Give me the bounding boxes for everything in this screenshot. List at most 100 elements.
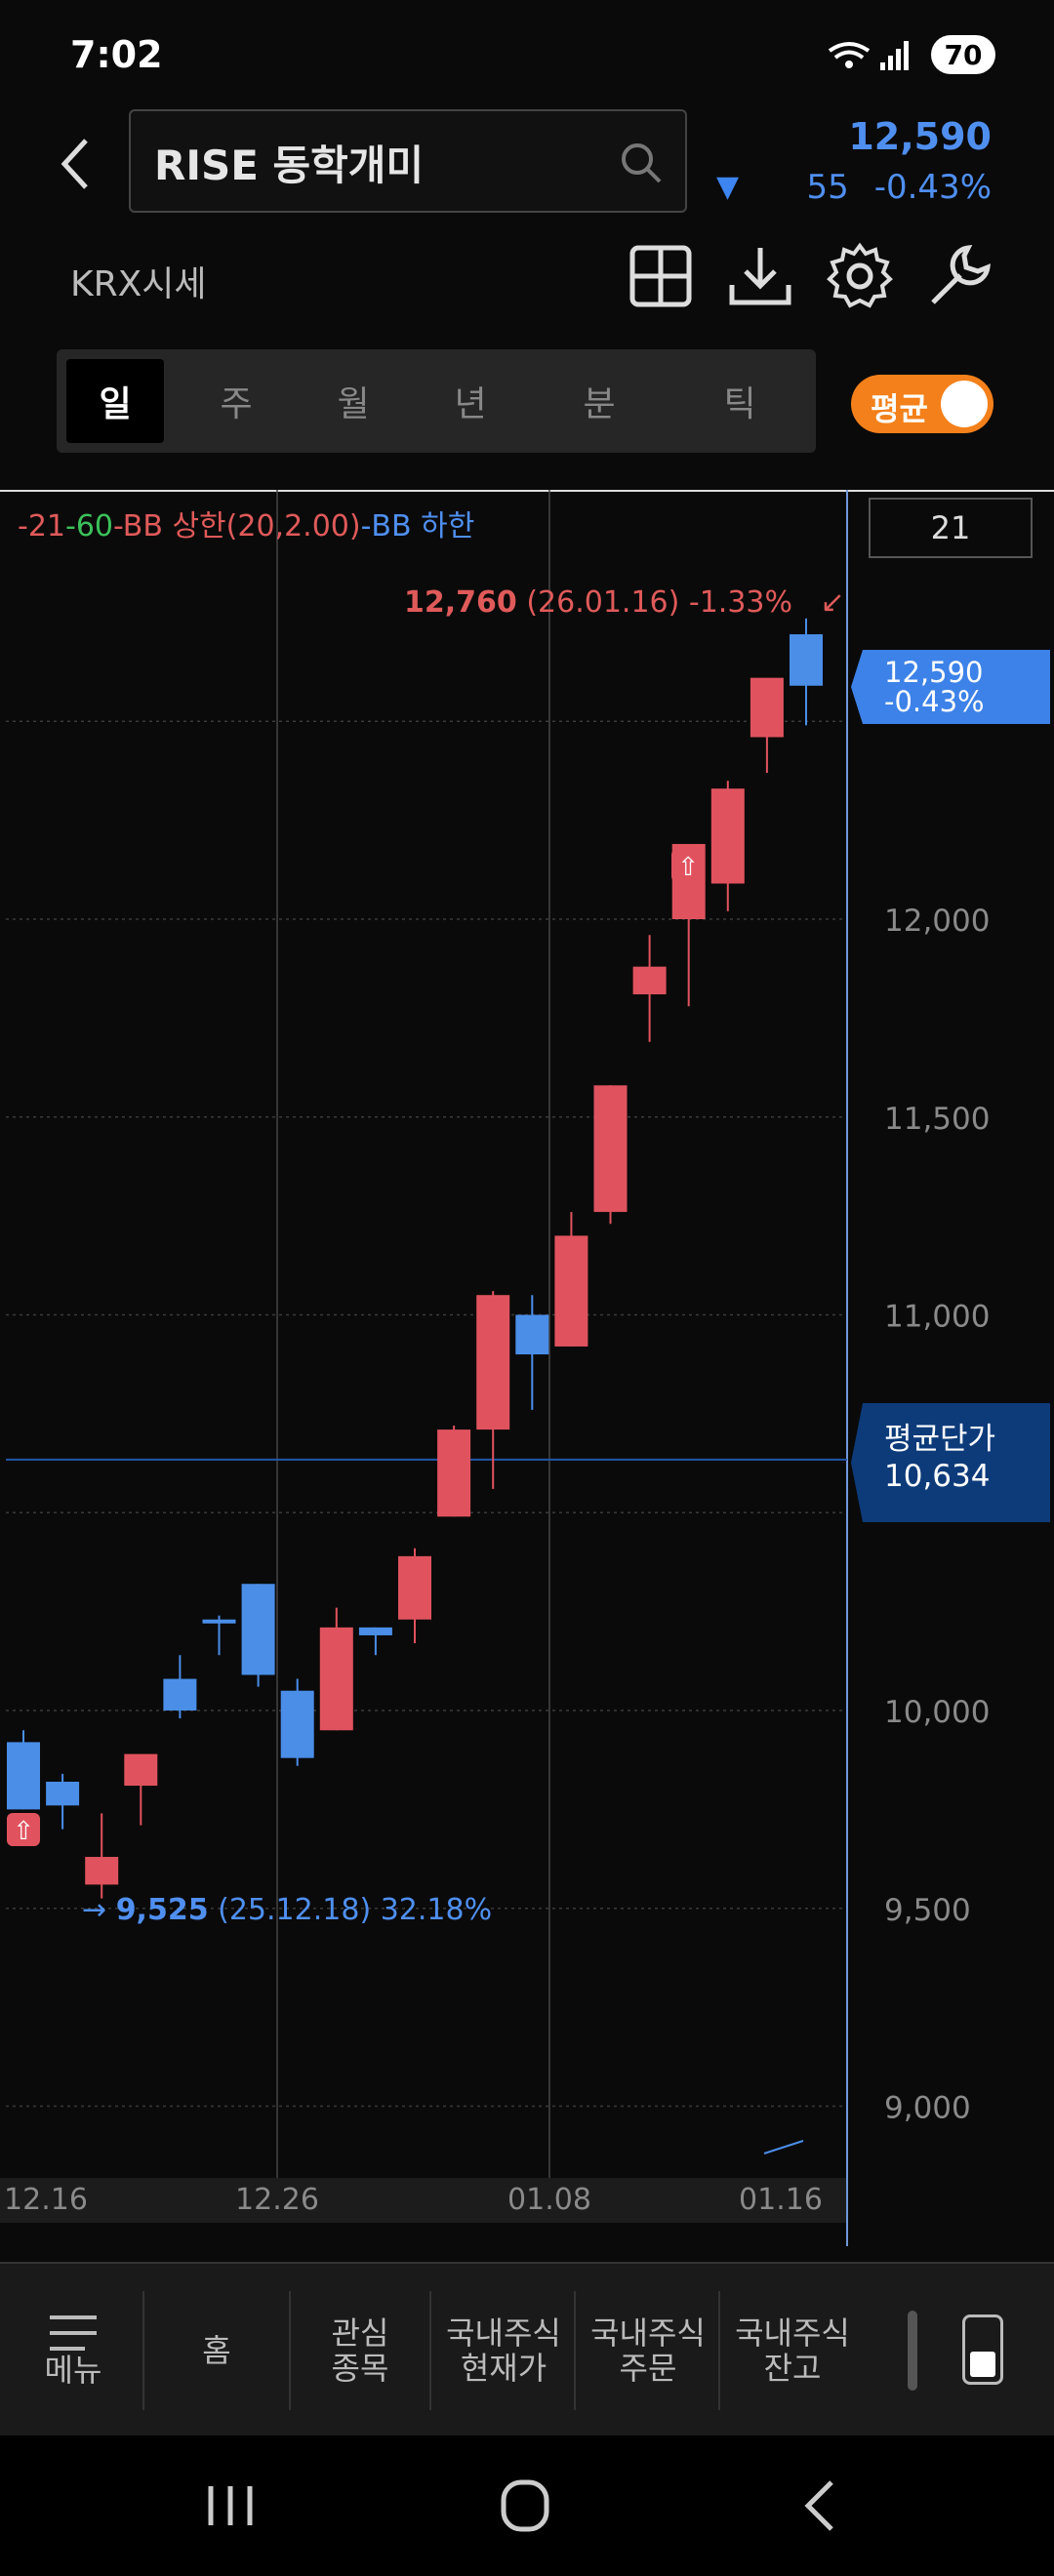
low-value: 9,525 bbox=[115, 1893, 209, 1927]
candlestick-chart[interactable]: 12,000 11,500 11,000 10,000 9,500 9,000 12.16 1… bbox=[0, 490, 1054, 2256]
buy-signal-badge-arrow: ⇧ bbox=[677, 853, 699, 882]
nav-domestic-quote[interactable]: 국내주식 현재가 bbox=[446, 2314, 561, 2387]
candle-body bbox=[7, 1742, 40, 1810]
candle-body bbox=[163, 1678, 197, 1711]
candle-body bbox=[554, 1235, 588, 1347]
tab-year[interactable]: 년 bbox=[454, 384, 487, 424]
high-date: (26.01.16) bbox=[526, 585, 680, 620]
high-arrow-icon: ↙ bbox=[801, 585, 845, 620]
tab-tick[interactable]: 틱 bbox=[723, 384, 756, 424]
x-tick-label: 01.08 bbox=[507, 2183, 591, 2217]
candle-body bbox=[46, 1781, 80, 1806]
menu-label: 메뉴 bbox=[44, 2352, 102, 2389]
toggle-knob bbox=[941, 381, 988, 427]
nav-domestic-order[interactable]: 국내주식 주문 bbox=[590, 2314, 706, 2387]
candle-body bbox=[632, 966, 667, 995]
low-arrow-icon: → bbox=[82, 1893, 116, 1927]
home-icon[interactable] bbox=[486, 2475, 564, 2537]
source-label: KRX시세 bbox=[70, 264, 207, 304]
battery-indicator: 70 bbox=[931, 35, 995, 74]
high-value: 12,760 bbox=[404, 585, 517, 620]
legend-bb-lower: -BB 하한 bbox=[360, 509, 475, 543]
candle-body bbox=[593, 1085, 628, 1213]
search-icon[interactable] bbox=[617, 139, 666, 187]
y-tick-label: 11,500 bbox=[884, 1102, 990, 1137]
y-tick-label: 11,000 bbox=[884, 1300, 990, 1335]
candle-body bbox=[241, 1584, 275, 1675]
buy-signal-badge-arrow: ⇧ bbox=[13, 1817, 34, 1846]
average-price-tag-label: 평균단가 bbox=[884, 1422, 996, 1457]
search-value: RISE 동학개미 bbox=[154, 141, 425, 189]
price-down-icon: ▼ bbox=[716, 170, 740, 204]
candle-body bbox=[319, 1627, 353, 1731]
x-axis-band bbox=[0, 2178, 847, 2223]
buy-signal-badge bbox=[7, 1813, 40, 1846]
current-price-tag: 12,590 -0.43% bbox=[851, 650, 1050, 724]
current-price-tag-pct: -0.43% bbox=[884, 685, 985, 718]
candle-body bbox=[515, 1314, 549, 1355]
average-price-tag: 평균단가 10,634 bbox=[851, 1403, 1050, 1522]
recent-apps-icon[interactable] bbox=[191, 2475, 269, 2537]
x-tick-label: 01.16 bbox=[739, 2183, 823, 2217]
indicator-legend: -21-60-BB 상한(20,2.00)-BB 하한 bbox=[18, 502, 474, 544]
menu-button[interactable]: 메뉴 bbox=[20, 2264, 127, 2437]
system-back-icon[interactable] bbox=[781, 2475, 859, 2537]
wifi-signal-icon bbox=[828, 41, 909, 70]
stock-search-input[interactable]: RISE 동학개미 bbox=[129, 109, 687, 213]
download-icon[interactable] bbox=[726, 242, 794, 310]
average-toggle-label: 평균 bbox=[871, 390, 928, 427]
nav-domestic-balance[interactable]: 국내주식 잔고 bbox=[735, 2314, 850, 2387]
price-change: 55 -0.43% bbox=[781, 168, 992, 207]
bb-lower-segment bbox=[763, 2140, 804, 2154]
bottom-navigation: 메뉴 홈 관심 종목 국내주식 현재가 국내주식 주문 국내주식 잔고 bbox=[0, 2262, 1054, 2437]
candle-body bbox=[398, 1555, 431, 1620]
candle-body bbox=[476, 1295, 510, 1430]
candle-body bbox=[280, 1690, 314, 1758]
candle-body bbox=[124, 1753, 158, 1787]
candlestick-chart-area[interactable] bbox=[0, 490, 1054, 2258]
x-tick-label: 12.16 bbox=[4, 2183, 88, 2217]
current-price: 12,590 bbox=[848, 115, 992, 158]
low-marker: → 9,525 (25.12.18) 32.18% bbox=[82, 1893, 492, 1927]
y-tick-label: 9,500 bbox=[884, 1893, 971, 1928]
candle-body bbox=[358, 1627, 392, 1635]
hamburger-menu-icon bbox=[50, 2315, 97, 2351]
average-price-tag-value: 10,634 bbox=[884, 1459, 991, 1494]
candle-body bbox=[750, 677, 784, 738]
change-percent: -0.43% bbox=[873, 168, 992, 207]
tab-week[interactable]: 주 bbox=[220, 384, 253, 424]
legend-ma60: -60 bbox=[65, 509, 113, 543]
candle-body bbox=[790, 634, 823, 686]
low-date: (25.12.18) bbox=[218, 1893, 372, 1927]
tab-day[interactable]: 일 bbox=[66, 359, 164, 443]
tab-month[interactable]: 월 bbox=[337, 384, 370, 424]
back-icon[interactable] bbox=[51, 135, 100, 193]
nav-scroll-indicator bbox=[908, 2311, 917, 2391]
settings-gear-icon[interactable] bbox=[826, 242, 894, 310]
nav-watchlist[interactable]: 관심 종목 bbox=[331, 2314, 389, 2387]
candle-body bbox=[202, 1619, 236, 1624]
y-tick-label: 9,000 bbox=[884, 2091, 971, 2126]
wrench-icon[interactable] bbox=[925, 242, 993, 310]
legend-bb-upper: -BB 상한(20,2.00) bbox=[113, 509, 361, 543]
nav-home[interactable]: 홈 bbox=[202, 2332, 231, 2369]
grid-layout-icon[interactable] bbox=[627, 242, 695, 310]
x-tick-label: 12.26 bbox=[235, 2183, 319, 2217]
status-time: 7:02 bbox=[70, 33, 163, 76]
legend-ma21: -21 bbox=[18, 509, 65, 543]
ma-period-input[interactable]: 21 bbox=[869, 498, 1033, 558]
low-pct: 32.18% bbox=[380, 1893, 493, 1927]
candle-body bbox=[85, 1857, 119, 1885]
candle-body bbox=[710, 788, 745, 884]
nav-toggle-icon[interactable] bbox=[962, 2314, 1003, 2385]
average-price-toggle[interactable]: 평균 bbox=[851, 375, 993, 433]
high-marker: 12,760 (26.01.16) -1.33% ↙ bbox=[404, 585, 845, 620]
current-price-tag-value: 12,590 bbox=[884, 656, 984, 689]
high-pct: -1.33% bbox=[688, 585, 793, 620]
y-tick-label: 12,000 bbox=[884, 904, 990, 939]
tab-minute[interactable]: 분 bbox=[583, 384, 616, 424]
y-tick-label: 10,000 bbox=[884, 1695, 990, 1730]
candle-body bbox=[437, 1429, 471, 1517]
buy-signal-badge bbox=[671, 849, 705, 882]
system-navigation-bar bbox=[0, 2435, 1054, 2576]
